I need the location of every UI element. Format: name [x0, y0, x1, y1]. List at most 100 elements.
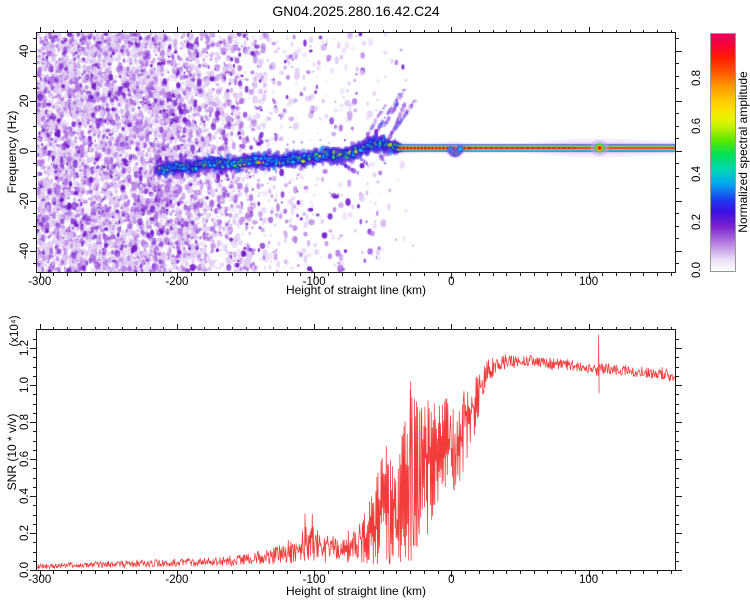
- tick: [33, 125, 36, 127]
- tick: [327, 327, 329, 330]
- tick: [657, 327, 659, 330]
- tick: [33, 440, 36, 442]
- tick: [33, 63, 36, 64]
- tick: [30, 385, 36, 386]
- tick: [676, 213, 679, 214]
- tick: [676, 496, 682, 497]
- tick: [30, 459, 36, 460]
- tick: [492, 571, 494, 574]
- tick: [519, 571, 521, 574]
- tick: [39, 324, 41, 330]
- tick: [33, 357, 36, 359]
- tick: [33, 412, 36, 414]
- tick: [676, 113, 679, 114]
- tick: [676, 100, 682, 102]
- tick: [286, 273, 288, 276]
- tick: [602, 327, 604, 330]
- tick: [676, 486, 679, 488]
- tick: [259, 273, 261, 276]
- tick: [218, 571, 220, 574]
- tick: [33, 486, 36, 488]
- colorbar-label: Normalized spectral amplitude: [736, 71, 750, 233]
- tick: [149, 571, 151, 574]
- tick: [314, 273, 316, 279]
- tick: [369, 327, 371, 330]
- tick: [478, 571, 480, 574]
- tick: [176, 27, 178, 33]
- tick: [437, 571, 439, 574]
- tick: [369, 30, 371, 33]
- tick: [33, 449, 36, 451]
- tick: [602, 30, 604, 33]
- tick: [670, 571, 672, 574]
- tick: [561, 571, 563, 574]
- tick: [423, 273, 425, 276]
- tick: [80, 30, 82, 33]
- tick: [506, 327, 508, 330]
- tick: [355, 327, 357, 330]
- tick: [33, 403, 36, 405]
- tick: [670, 30, 672, 33]
- tick: [410, 571, 412, 574]
- tick: [676, 348, 682, 349]
- tick: [676, 357, 679, 359]
- tick: [451, 27, 453, 33]
- tick: [30, 496, 36, 497]
- tick: [33, 514, 36, 516]
- tick: [163, 571, 165, 574]
- tick: [676, 394, 679, 396]
- tick: [33, 138, 36, 139]
- tick: [94, 571, 96, 574]
- tick: [519, 327, 521, 330]
- tick: [67, 30, 69, 33]
- tick: [676, 477, 679, 479]
- y-axis-label-frequency: Frequency (Hz): [5, 110, 19, 194]
- colorbar-tick-label: 0.0: [691, 262, 703, 278]
- tick: [629, 273, 631, 276]
- tick: [629, 30, 631, 33]
- tick: [382, 30, 384, 33]
- tick: [33, 263, 36, 264]
- tick: [676, 250, 682, 252]
- x-tick-label: 100: [578, 574, 599, 586]
- chart-title: GN04.2025.280.16.42.C24: [272, 3, 440, 19]
- tick: [286, 327, 288, 330]
- tick: [163, 327, 165, 330]
- tick: [33, 523, 36, 525]
- tick: [574, 327, 576, 330]
- x-tick-label: -100: [302, 276, 326, 288]
- tick: [30, 50, 36, 52]
- tick: [204, 273, 206, 276]
- x-axis-label-bottom: Height of straight line (km): [285, 584, 427, 598]
- tick: [676, 560, 679, 562]
- x-tick-label: -300: [28, 276, 52, 288]
- tick: [33, 163, 36, 164]
- tick: [616, 273, 617, 276]
- tick: [478, 327, 480, 330]
- tick: [300, 273, 302, 276]
- tick: [676, 238, 679, 239]
- tick: [423, 327, 425, 330]
- tick: [533, 571, 535, 574]
- tick: [465, 327, 467, 330]
- tick: [245, 30, 247, 33]
- tick: [149, 30, 151, 33]
- tick: [437, 327, 439, 330]
- tick: [204, 30, 206, 33]
- tick: [574, 571, 576, 574]
- tick: [33, 75, 36, 77]
- tick: [190, 327, 192, 330]
- tick: [437, 273, 439, 276]
- tick: [676, 523, 679, 525]
- tick: [245, 273, 247, 276]
- tick: [423, 30, 425, 33]
- tick: [108, 571, 110, 574]
- tick: [451, 273, 453, 279]
- tick: [676, 570, 682, 571]
- tick: [676, 514, 679, 516]
- tick: [176, 273, 178, 279]
- tick: [286, 30, 288, 33]
- tick: [478, 30, 480, 33]
- tick: [492, 327, 494, 330]
- tick: [396, 273, 398, 276]
